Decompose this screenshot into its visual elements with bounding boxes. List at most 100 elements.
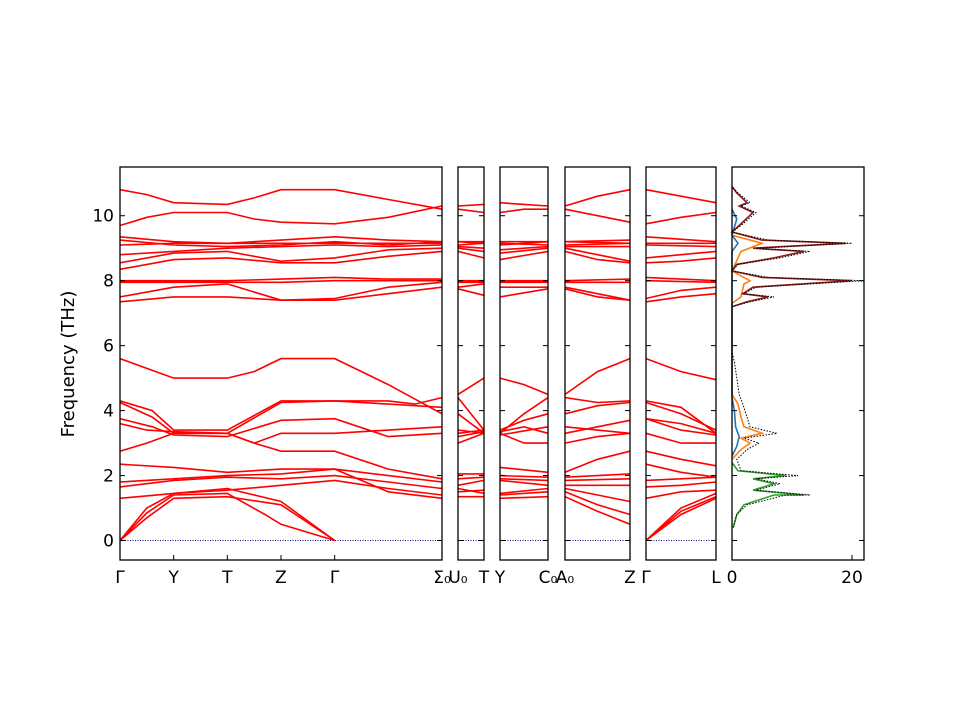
phonon-band-line (457, 397, 485, 431)
high-symmetry-label: C₀ (539, 568, 558, 588)
panel-frame (457, 166, 485, 561)
phonon-band-line (499, 208, 548, 214)
phonon-band-line (499, 425, 549, 435)
phonon-band-line (457, 487, 485, 495)
phonon-band-line (499, 413, 549, 431)
phonon-band-line (645, 357, 717, 381)
panel-frame (119, 166, 443, 561)
phonon-band-line (499, 495, 549, 500)
phonon-band-line (457, 479, 485, 487)
panel-frame (564, 166, 631, 561)
phonon-band-line (564, 401, 631, 415)
phonon-band-line (564, 419, 631, 435)
phonon-band-line (645, 495, 717, 542)
high-symmetry-label: T (478, 568, 490, 588)
phonon-band-line (645, 292, 717, 303)
high-symmetry-label: Γ (641, 568, 651, 588)
phonon-band-line (120, 276, 442, 282)
phonon-band-line (457, 377, 485, 396)
band-panel-4: A₀ Z (556, 166, 636, 588)
dos-frame (731, 166, 865, 561)
phonon-band-line (119, 400, 443, 435)
phonon-band-line (564, 208, 631, 223)
phonon-band-line (645, 450, 717, 467)
phonon-band-line (119, 396, 443, 431)
phonon-band-line (119, 357, 443, 415)
phonon-band-line (119, 247, 443, 264)
phonon-band-line (457, 250, 485, 259)
phonon-band-line (457, 247, 485, 253)
phonon-band-line (645, 497, 717, 542)
phonon-band-line (499, 201, 549, 207)
phonon-band-line (457, 432, 485, 444)
phonon-band-line (564, 357, 631, 396)
phonon-band-line (499, 474, 549, 478)
phonon-band-line (457, 203, 485, 207)
phonon-band-line (645, 257, 717, 264)
dos-x-tick-label: 20 (841, 568, 863, 588)
phonon-band-line (499, 487, 549, 495)
high-symmetry-label: Σ₀ (433, 568, 451, 588)
phonon-band-line (457, 245, 485, 249)
high-symmetry-label: T (221, 568, 233, 588)
phonon-band-line (645, 481, 717, 488)
projected-dos-line (730, 234, 765, 460)
phonon-band-line (457, 208, 485, 214)
phonon-band-line (119, 235, 443, 245)
phonon-band-line (119, 244, 443, 256)
y-tick-label: 2 (103, 467, 114, 487)
y-tick-label: 6 (103, 337, 114, 357)
phonon-band-line (119, 281, 443, 302)
phonon-band-line (564, 491, 631, 516)
phonon-band-line (499, 288, 549, 298)
phonon-band-line (119, 205, 443, 227)
phonon-band-line (457, 283, 485, 288)
phonon-band-line (564, 396, 631, 404)
phonon-band-line (645, 476, 717, 482)
phonon-band-line (564, 426, 631, 435)
phonon-band-line (564, 478, 631, 482)
phonon-band-line (457, 288, 485, 297)
phonon-band-line (499, 478, 549, 482)
phonon-band-line (119, 492, 335, 542)
phonon-band-line (499, 466, 549, 474)
y-tick-label: 4 (103, 402, 114, 422)
phonon-band-line (564, 288, 631, 301)
projected-dos-line (731, 462, 805, 528)
phonon-band-line (645, 286, 717, 300)
high-symmetry-label: Γ (115, 568, 125, 588)
phonon-band-line (499, 432, 548, 444)
band-panel-1: Γ Y T Z Γ Σ₀ (115, 166, 451, 588)
phonon-band-line (119, 250, 443, 271)
phonon-band-line (499, 491, 549, 496)
projected-dos-line (730, 186, 853, 308)
phonon-band-line (645, 211, 717, 225)
y-tick-label: 8 (103, 272, 114, 292)
phonon-band-line (119, 188, 443, 210)
high-symmetry-label: Z (275, 568, 287, 588)
panel-frame (499, 166, 549, 561)
phonon-band-line (457, 476, 485, 480)
high-symmetry-label: Y (167, 568, 179, 588)
phonon-band-line (645, 276, 717, 282)
y-tick-label: 0 (103, 532, 114, 552)
phonon-band-line (119, 487, 336, 542)
phonon-band-line (119, 463, 443, 500)
phonon-band-line (645, 250, 717, 259)
phonon-band-line (119, 432, 443, 480)
phonon-band-line (457, 413, 485, 434)
phonon-band-line (499, 479, 549, 487)
phonon-band-line (645, 400, 717, 434)
high-symmetry-label: U₀ (448, 568, 467, 588)
phonon-band-line (499, 377, 549, 396)
phonon-band-line (499, 250, 549, 261)
band-panel-2: U₀ T (448, 166, 490, 588)
phonon-band-line (564, 487, 631, 503)
phonon-band-line (645, 236, 717, 243)
phonon-band-line (119, 495, 336, 542)
high-symmetry-label: L (711, 568, 721, 588)
phonon-band-line (645, 489, 717, 500)
phonon-band-line (564, 247, 631, 262)
phonon-band-line (564, 239, 631, 243)
